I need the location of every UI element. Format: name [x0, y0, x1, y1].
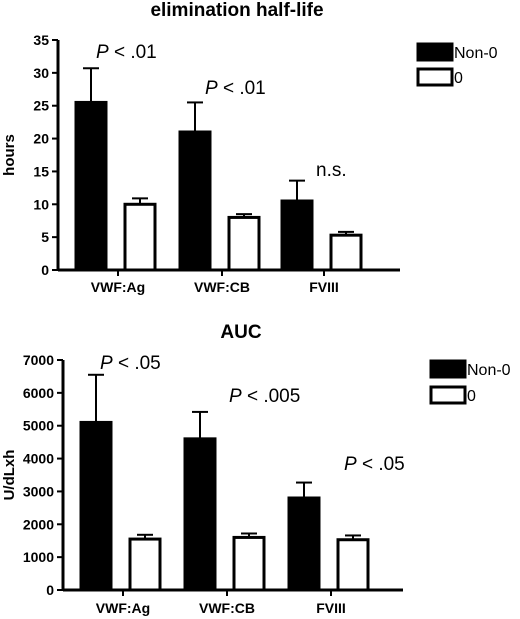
x-tick-label: FVIII	[316, 600, 346, 616]
chart-title: elimination half-life	[150, 0, 323, 21]
legend-swatch	[416, 42, 454, 62]
p-value: < .005	[242, 386, 301, 407]
significance-annotation: P < .01	[96, 42, 157, 63]
bar-non-0	[79, 420, 113, 592]
legend-swatch	[429, 359, 467, 379]
y-tick-label: 7000	[23, 352, 54, 368]
significance-annotation: P < .05	[100, 353, 161, 374]
legend-label: 0	[454, 70, 463, 87]
bar-non-0	[287, 496, 321, 592]
bar-0	[227, 215, 261, 272]
legend-label: Non-0	[454, 45, 498, 62]
legend-swatch	[416, 67, 454, 87]
bar-0	[232, 535, 266, 592]
chart-2: AUC U/dLxh 0 1000 2000 3000 4000 5000 6000 7000 VW…	[1, 322, 511, 616]
significance-annotation: P < .05	[344, 454, 405, 475]
x-tick-label: VWF:CB	[199, 600, 255, 616]
y-tick-label: 25	[33, 98, 49, 114]
p-value: n.s.	[316, 160, 347, 181]
bar-non-0	[280, 199, 314, 272]
bar-0	[336, 538, 370, 592]
x-tick-label: VWF:CB	[194, 279, 250, 295]
y-tick-label: 3000	[23, 483, 54, 499]
y-tick-label: 20	[33, 131, 49, 147]
bar-0	[329, 233, 363, 272]
y-axis-label: U/dLxh	[1, 450, 18, 501]
p-symbol: P	[100, 353, 113, 374]
p-symbol: P	[229, 386, 242, 407]
x-tick-label: FVIII	[309, 279, 339, 295]
p-symbol: P	[344, 454, 357, 475]
bar-non-0	[183, 437, 217, 592]
p-symbol: P	[96, 42, 109, 63]
legend-label: 0	[467, 388, 476, 405]
legend-label: Non-0	[467, 362, 511, 379]
bar-0	[128, 537, 162, 592]
y-tick-label: 6000	[23, 385, 54, 401]
significance-annotation: P < .01	[205, 78, 266, 99]
y-tick-label: 5000	[23, 418, 54, 434]
bar-non-0	[178, 130, 212, 272]
legend-swatch	[429, 385, 467, 405]
x-tick-label: VWF:Ag	[91, 279, 145, 295]
y-tick-label: 0	[41, 262, 49, 278]
y-tick-label: 30	[33, 65, 49, 81]
y-tick-label: 2000	[23, 516, 54, 532]
bar-non-0	[74, 100, 108, 272]
chart-title: AUC	[220, 322, 261, 343]
chart-1: elimination half-life hours 0 5 10 15 20 25 30 35…	[1, 0, 498, 295]
bar-0	[123, 202, 157, 272]
y-tick-label: 10	[33, 196, 49, 212]
y-tick-label: 5	[41, 229, 49, 245]
y-tick-label: 35	[33, 32, 49, 48]
p-value: < .05	[357, 454, 405, 475]
y-tick-label: 1000	[23, 549, 54, 565]
x-tick-label: VWF:Ag	[96, 600, 150, 616]
y-tick-label: 15	[33, 163, 49, 179]
significance-annotation: P < .005	[229, 386, 300, 407]
p-value: < .01	[109, 42, 157, 63]
p-symbol: P	[205, 78, 218, 99]
p-value: < .05	[113, 353, 161, 374]
p-value: < .01	[218, 78, 266, 99]
y-tick-label: 4000	[23, 451, 54, 467]
significance-annotation: n.s.	[316, 160, 347, 181]
y-tick-label: 0	[46, 582, 54, 598]
y-axis-label: hours	[1, 134, 18, 176]
